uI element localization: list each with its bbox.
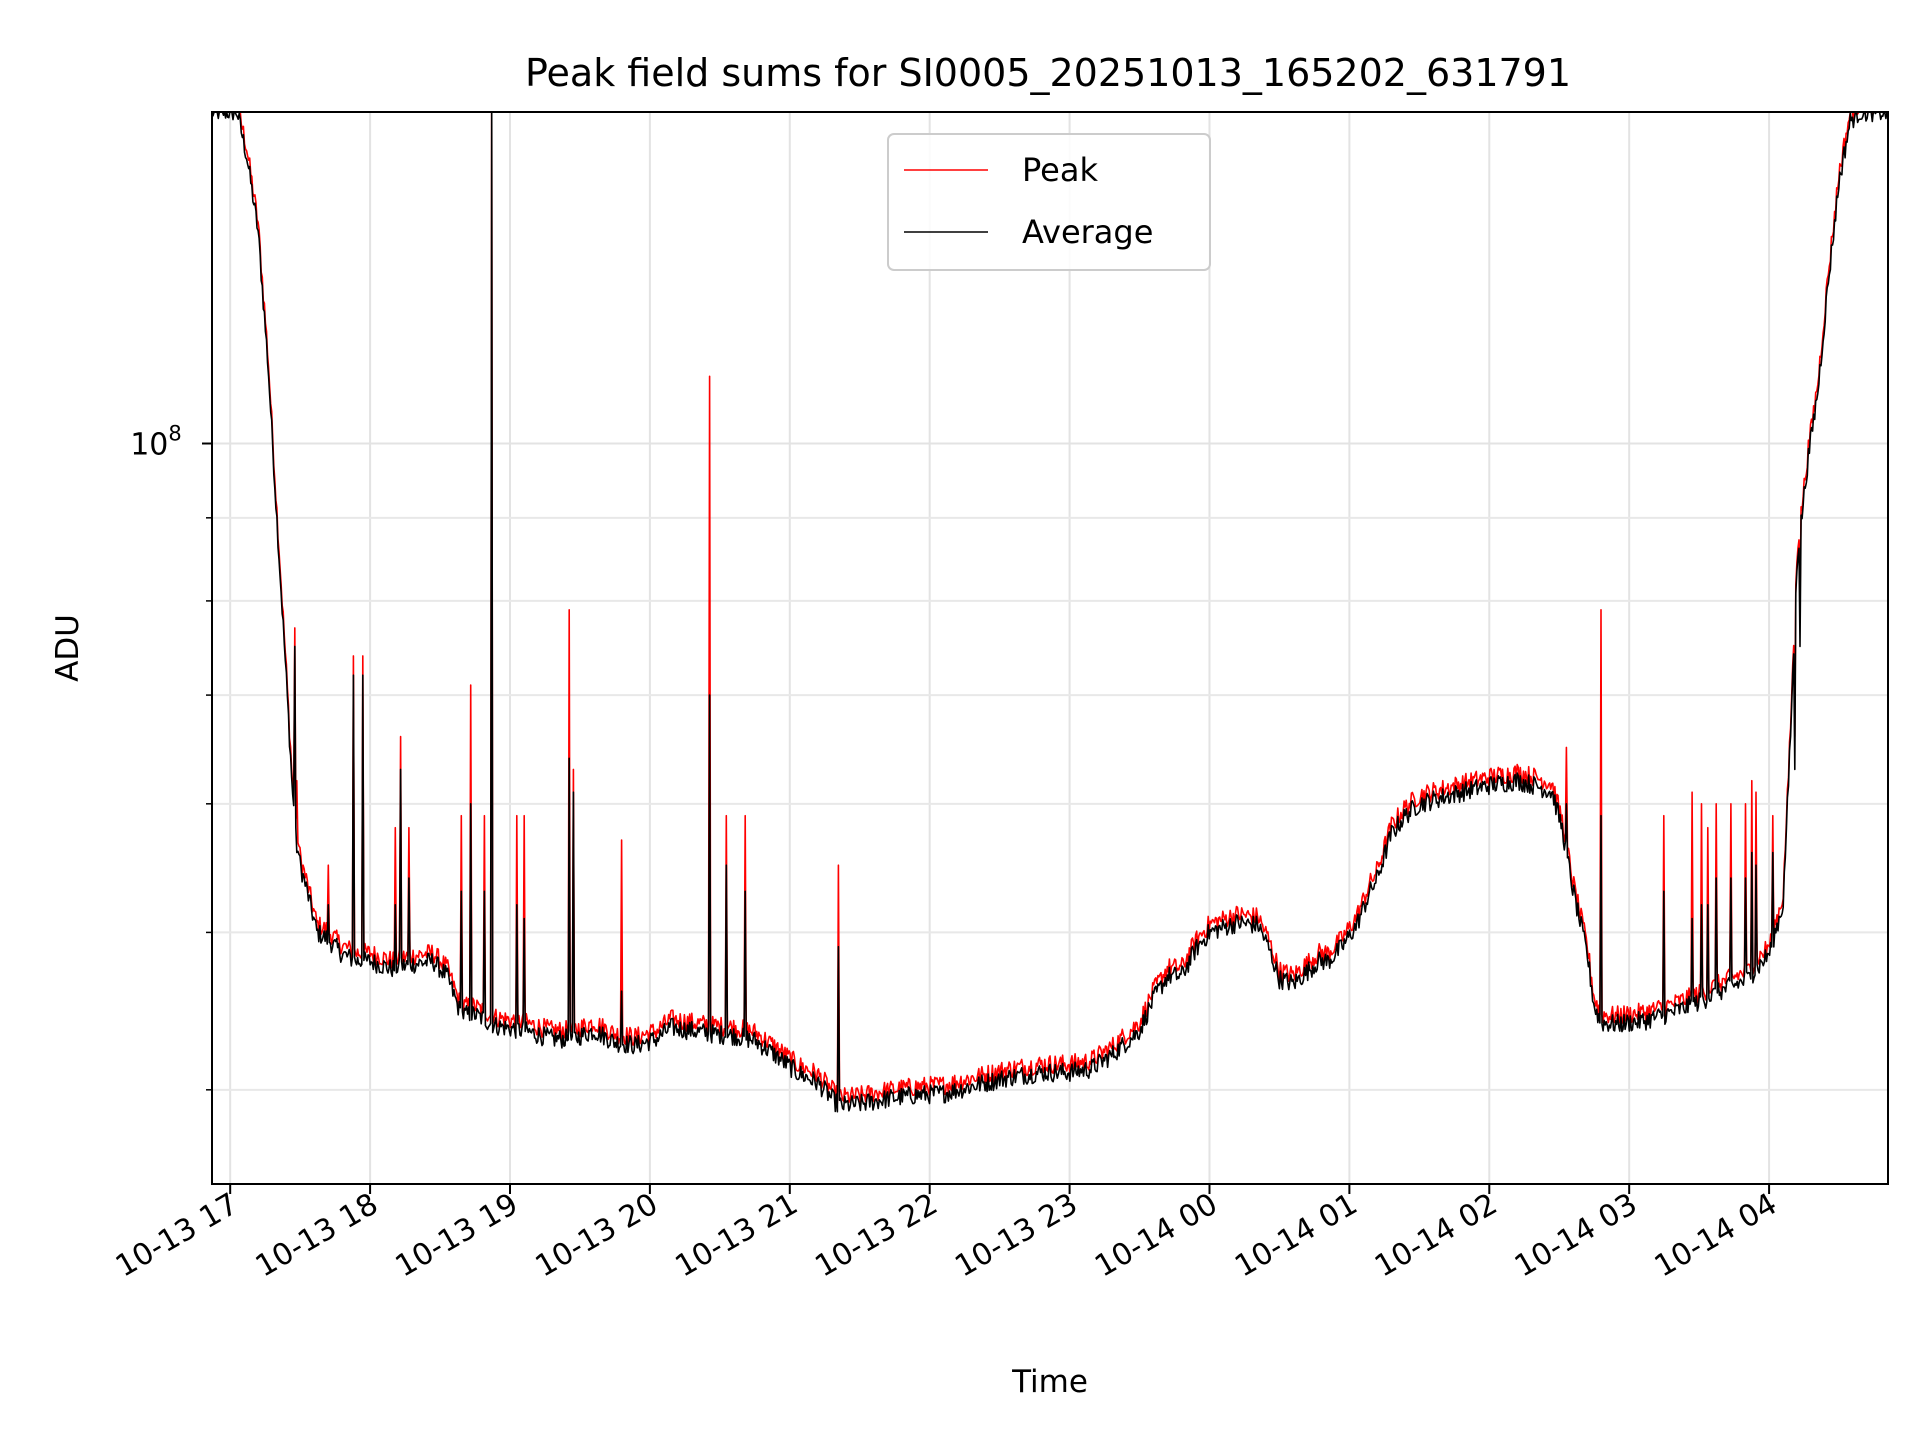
legend-box (887, 133, 1211, 271)
legend-label-peak: Peak (1022, 151, 1098, 189)
y-tick-label: 108 (130, 422, 182, 463)
y-axis-label: ADU (50, 614, 86, 682)
grid (212, 112, 1888, 1184)
series-line-average (211, 111, 1888, 1113)
chart-title: Peak field sums for SI0005_20251013_1652… (525, 51, 1571, 95)
x-axis-label: Time (1011, 1364, 1088, 1400)
legend: Peak Average (887, 133, 1211, 271)
legend-label-average: Average (1022, 213, 1153, 251)
plot-area-frame (211, 111, 1889, 1185)
plot-series (211, 111, 1888, 1113)
